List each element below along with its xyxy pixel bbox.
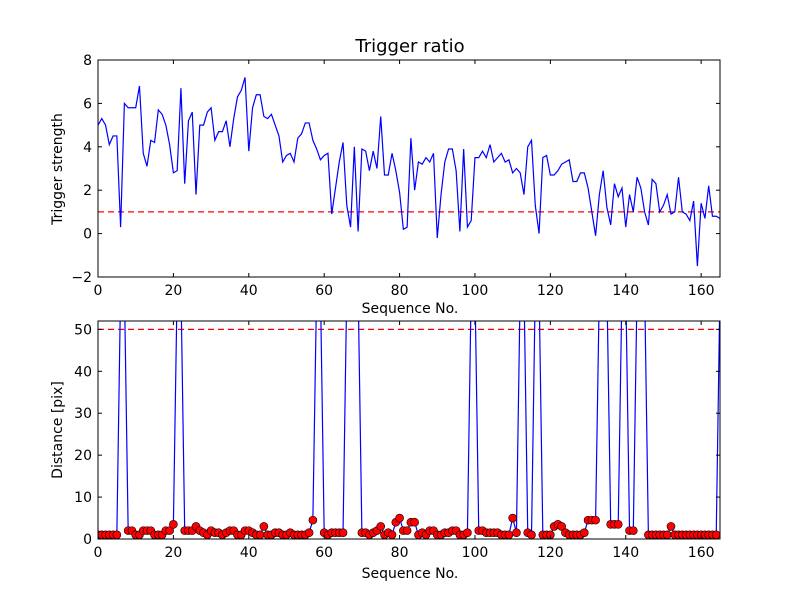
x-tick-label: 140 bbox=[612, 283, 639, 299]
data-point bbox=[387, 530, 397, 539]
x-tick-label: 20 bbox=[164, 545, 182, 561]
x-tick-label: 160 bbox=[688, 283, 715, 299]
data-point bbox=[591, 515, 600, 525]
plot-clip-group bbox=[98, 77, 720, 267]
y-tick-label: 20 bbox=[74, 448, 92, 464]
x-tick-label: 60 bbox=[315, 283, 333, 299]
x-tick-label: 100 bbox=[462, 545, 489, 561]
y-tick-label: 8 bbox=[83, 53, 92, 69]
trigger-ratio-chart: Trigger ratio 0 20 40 60 80 100 120 140 160−2024… bbox=[50, 36, 721, 317]
data-point bbox=[557, 522, 566, 531]
x-tick-label: 120 bbox=[537, 283, 564, 299]
y-tick-label: 50 bbox=[74, 322, 92, 338]
y-tick-label: 6 bbox=[83, 96, 92, 112]
axes-frame bbox=[97, 320, 721, 540]
data-point bbox=[463, 528, 472, 538]
data-point bbox=[527, 530, 536, 539]
data-point bbox=[508, 513, 517, 523]
data-point bbox=[711, 530, 720, 539]
x-tick-label: 80 bbox=[391, 283, 409, 299]
y-tick-label: 10 bbox=[74, 490, 92, 506]
data-point bbox=[504, 530, 514, 539]
y-tick-label: 0 bbox=[83, 227, 92, 243]
bottom-x-axis-label: Sequence No. bbox=[362, 566, 459, 582]
series-line bbox=[98, 77, 720, 267]
data-point bbox=[259, 522, 269, 531]
x-tick-label: 100 bbox=[462, 283, 489, 299]
data-point bbox=[662, 530, 672, 539]
y-tick-label: 30 bbox=[74, 406, 92, 422]
x-tick-label: 140 bbox=[612, 545, 639, 561]
data-point bbox=[169, 520, 178, 529]
x-tick-label: 160 bbox=[688, 545, 715, 561]
x-tick-label: 0 bbox=[94, 545, 103, 561]
x-tick-label: 80 bbox=[391, 545, 409, 561]
distance-ticks: 0 20 40 60 80 100 120 140 160 0 10 20 30 40 50 bbox=[74, 321, 720, 561]
chart-title: Trigger ratio bbox=[354, 36, 464, 57]
data-point bbox=[402, 526, 412, 535]
data-point bbox=[613, 520, 623, 529]
data-point bbox=[628, 526, 638, 535]
x-tick-label: 20 bbox=[164, 283, 182, 299]
axes-frame bbox=[97, 59, 721, 278]
y-tick-label: −2 bbox=[71, 270, 92, 286]
distance-plot-area bbox=[97, 320, 721, 540]
x-tick-label: 40 bbox=[240, 545, 258, 561]
data-point bbox=[579, 528, 589, 538]
data-point bbox=[255, 530, 265, 539]
data-point bbox=[395, 513, 404, 523]
x-tick-label: 0 bbox=[94, 283, 103, 299]
data-point bbox=[308, 515, 318, 525]
y-tick-label: 2 bbox=[83, 183, 92, 199]
data-point bbox=[376, 522, 386, 531]
x-tick-label: 60 bbox=[315, 545, 333, 561]
data-point bbox=[165, 526, 174, 535]
trigger-plot-area bbox=[97, 59, 721, 278]
distance-chart: 0 20 40 60 80 100 120 140 160 0 10 20 30 40 50 Sequenc… bbox=[50, 320, 721, 582]
data-point bbox=[410, 517, 419, 527]
top-x-axis-label: Sequence No. bbox=[362, 301, 459, 317]
y-tick-label: 4 bbox=[83, 140, 92, 156]
top-y-axis-label: Trigger strength bbox=[50, 113, 66, 226]
data-point bbox=[112, 530, 122, 539]
data-point bbox=[666, 522, 676, 531]
data-point bbox=[304, 528, 314, 538]
x-tick-label: 40 bbox=[240, 283, 258, 299]
bottom-y-axis-label: Distance [pix] bbox=[50, 381, 66, 479]
y-tick-label: 40 bbox=[74, 364, 92, 380]
y-tick-label: 0 bbox=[83, 532, 92, 548]
data-point bbox=[512, 528, 521, 538]
plot-clip-group bbox=[98, 321, 720, 539]
data-point bbox=[338, 528, 348, 538]
x-tick-label: 120 bbox=[537, 545, 564, 561]
